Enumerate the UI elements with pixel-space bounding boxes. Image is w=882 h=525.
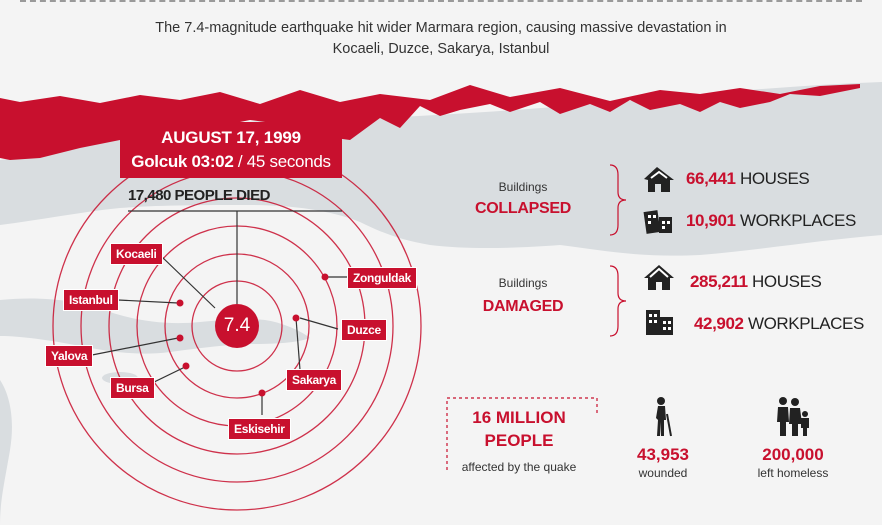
leader-bursa: [149, 366, 186, 385]
damaged-workplaces-label: WORKPLACES: [747, 314, 864, 333]
dot-eskisehir: [258, 389, 266, 397]
leader-istanbul: [117, 299, 179, 304]
homeless-label: left homeless: [757, 466, 829, 480]
quake-place-time: Golcuk 03:02 / 45 seconds: [120, 150, 342, 174]
damaged-workplaces: 42,902 WORKPLACES: [694, 314, 864, 334]
collapsed-workplaces-label: WORKPLACES: [739, 211, 856, 230]
leader-sakarya: [295, 317, 301, 371]
city-label-istanbul: Istanbul: [63, 289, 119, 311]
dot-sakarya: [292, 314, 300, 322]
top-divider: [20, 0, 862, 6]
collapsed-house-icon: [644, 167, 674, 192]
dot-zonguldak: [321, 273, 329, 281]
damaged-caption: Buildings: [498, 276, 548, 290]
city-label-duzce: Duzce: [341, 319, 387, 341]
city-label-bursa: Bursa: [110, 377, 155, 399]
affected-panel: 16 MILLION PEOPLE affected by the quake: [443, 398, 595, 486]
city-label-kocaeli: Kocaeli: [110, 243, 163, 265]
damaged-houses-number: 285,211: [690, 272, 748, 291]
place-time: Golcuk 03:02: [131, 152, 234, 171]
wounded-person-icon: [656, 397, 672, 437]
bracket-collapsed: [609, 164, 627, 236]
affected-caption: affected by the quake: [461, 460, 577, 474]
affected-line-2: PEOPLE: [484, 431, 554, 450]
damaged-workplaces-number: 42,902: [694, 314, 744, 333]
affected-frame: [446, 397, 598, 470]
city-label-zonguldak: Zonguldak: [347, 267, 417, 289]
affected-count: 16 MILLION PEOPLE: [443, 406, 595, 452]
collapsed-workplaces-number: 10,901: [686, 211, 736, 230]
date-panel: AUGUST 17, 1999 Golcuk 03:02 / 45 second…: [120, 122, 342, 178]
damaged-title: DAMAGED: [482, 298, 564, 315]
dot-bursa: [182, 362, 190, 370]
leader-duzce: [299, 317, 339, 330]
city-label-sakarya: Sakarya: [286, 369, 342, 391]
collapsed-building-icon: [643, 210, 672, 234]
leader-lines: [91, 210, 350, 415]
affected-line-1: 16 MILLION: [472, 408, 566, 427]
collapsed-workplaces: 10,901 WORKPLACES: [686, 211, 856, 231]
collapsed-title: COLLAPSED: [475, 200, 571, 217]
deaths-count: 17,480 PEOPLE DIED: [128, 187, 270, 204]
wounded-number: 43,953: [637, 445, 689, 464]
building-icon: [646, 310, 673, 335]
city-dots: [176, 273, 329, 397]
duration: / 45 seconds: [233, 152, 331, 171]
subtitle-line-2: Kocaeli, Duzce, Sakarya, Istanbul: [332, 41, 550, 57]
aegean-edge: [0, 380, 12, 525]
dot-yalova: [176, 334, 184, 342]
bracket-damaged: [609, 265, 627, 337]
damaged-houses-label: HOUSES: [752, 272, 822, 291]
collapsed-houses-number: 66,441: [686, 169, 736, 188]
leader-yalova: [91, 337, 179, 356]
quake-date: AUGUST 17, 1999: [161, 128, 301, 147]
epicenter-magnitude: 7.4: [215, 304, 259, 348]
collapsed-houses: 66,441 HOUSES: [686, 169, 810, 189]
collapsed-houses-label: HOUSES: [739, 169, 810, 188]
homeless-number: 200,000: [762, 445, 824, 464]
subtitle: The 7.4-magnitude earthquake hit wider M…: [60, 18, 822, 60]
family-icon: [777, 397, 809, 436]
city-label-yalova: Yalova: [45, 345, 94, 367]
city-label-eskisehir: Eskisehir: [228, 418, 291, 440]
leader-kocaeli: [159, 254, 216, 309]
collapsed-caption: Buildings: [498, 180, 548, 194]
seismic-band: [0, 84, 860, 160]
house-icon: [644, 265, 674, 290]
brackets: [609, 164, 627, 337]
damaged-houses: 285,211 HOUSES: [690, 272, 822, 292]
dot-istanbul: [176, 299, 184, 307]
wounded-label: wounded: [638, 466, 688, 480]
subtitle-line-1: The 7.4-magnitude earthquake hit wider M…: [155, 20, 727, 36]
